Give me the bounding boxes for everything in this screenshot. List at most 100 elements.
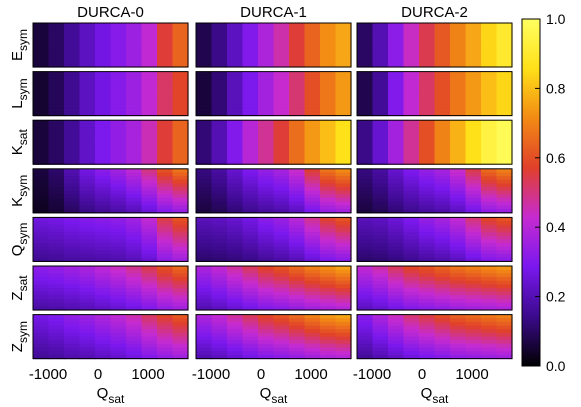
heatmap-cell — [372, 108, 389, 113]
heatmap-cell — [172, 37, 189, 42]
heatmap-cell — [289, 71, 306, 76]
heatmap-cell — [227, 86, 244, 91]
heatmap-cell — [320, 217, 337, 222]
panel-frame — [195, 168, 352, 214]
heatmap-cell — [335, 217, 352, 222]
heatmap-cell — [33, 228, 50, 233]
heatmap-cell — [357, 209, 374, 214]
heatmap-cell — [110, 257, 127, 262]
heatmap-cell — [211, 194, 228, 199]
heatmap-cell — [335, 142, 352, 147]
heatmap-cell — [196, 351, 213, 356]
heatmap-cell — [481, 347, 498, 352]
heatmap-cell — [320, 26, 337, 31]
heatmap-cell — [79, 78, 96, 84]
heatmap-cell — [95, 221, 112, 226]
heatmap-cell — [273, 224, 290, 229]
heatmap-cell — [481, 254, 498, 259]
heatmap-cell — [335, 37, 352, 42]
heatmap-cell — [496, 131, 513, 136]
heatmap-cell — [157, 205, 174, 210]
heatmap-cell — [95, 26, 112, 31]
heatmap-cell — [48, 295, 65, 300]
heatmap-cell — [141, 41, 158, 46]
heatmap-cell — [126, 329, 143, 334]
heatmap-cell — [450, 78, 467, 84]
panel-durca-1-zsat — [195, 265, 352, 311]
heatmap-cell — [388, 131, 405, 136]
heatmap-cell — [141, 232, 158, 237]
heatmap-cell — [320, 23, 337, 28]
heatmap-cell — [227, 325, 244, 330]
heatmap-cell — [126, 246, 143, 251]
heatmap-cell — [320, 149, 337, 154]
heatmap-cell — [141, 288, 158, 293]
heatmap-cell — [126, 179, 143, 185]
heatmap-cell — [335, 321, 352, 327]
heatmap-cell — [481, 183, 498, 188]
heatmap-cell — [419, 120, 436, 125]
heatmap-cell — [196, 325, 213, 330]
heatmap-cell — [388, 201, 405, 207]
heatmap-cell — [33, 325, 50, 330]
heatmap-cell — [496, 343, 513, 349]
heatmap-cell — [110, 332, 127, 338]
heatmap-cell — [48, 266, 65, 271]
heatmap-cell — [419, 257, 436, 262]
x-tick-label: -1000 — [353, 366, 391, 383]
heatmap-cell — [157, 71, 174, 76]
heatmap-cell — [33, 209, 50, 214]
heatmap-cell — [450, 201, 467, 207]
heatmap-cell — [227, 45, 244, 50]
heatmap-cell — [64, 131, 81, 136]
heatmap-cell — [403, 179, 420, 185]
heatmap-cell — [33, 277, 50, 282]
heatmap-cell — [196, 243, 213, 248]
heatmap-cell — [141, 23, 158, 28]
heatmap-cell — [450, 108, 467, 113]
heatmap-cell — [126, 277, 143, 282]
heatmap-cell — [157, 288, 174, 293]
heatmap-cell — [79, 217, 96, 222]
heatmap-cell — [273, 187, 290, 192]
heatmap-cell — [450, 284, 467, 289]
heatmap-cell — [496, 75, 513, 80]
heatmap-cell — [320, 142, 337, 147]
heatmap-cell — [465, 23, 482, 28]
heatmap-cell — [227, 123, 244, 129]
heatmap-cell — [450, 269, 467, 274]
heatmap-cell — [335, 325, 352, 330]
heatmap-cell — [465, 183, 482, 188]
heatmap-cell — [403, 190, 420, 196]
heatmap-cell — [289, 340, 306, 345]
heatmap-cell — [481, 52, 498, 57]
heatmap-cell — [419, 354, 436, 360]
heatmap-cell — [95, 284, 112, 289]
heatmap-cell — [110, 221, 127, 226]
heatmap-cell — [211, 254, 228, 259]
heatmap-cell — [481, 59, 498, 64]
heatmap-cell — [95, 30, 112, 35]
heatmap-cell — [496, 45, 513, 50]
heatmap-cell — [110, 336, 127, 341]
heatmap-cell — [110, 306, 127, 311]
heatmap-cell — [320, 288, 337, 293]
heatmap-cell — [157, 336, 174, 341]
heatmap-cell — [481, 111, 498, 117]
panel-durca-2-ksym — [356, 168, 513, 214]
heatmap-cell — [419, 26, 436, 31]
heatmap-cell — [434, 250, 451, 255]
heatmap-cell — [434, 347, 451, 352]
heatmap-cell — [211, 257, 228, 262]
heatmap-cell — [64, 239, 81, 244]
heatmap-cell — [242, 277, 259, 282]
heatmap-cell — [110, 142, 127, 147]
heatmap-cell — [320, 34, 337, 39]
heatmap-cell — [258, 138, 275, 143]
heatmap-cell — [419, 82, 436, 87]
heatmap-cell — [141, 156, 158, 162]
heatmap-cell — [450, 75, 467, 80]
heatmap-cell — [227, 56, 244, 61]
heatmap-cell — [211, 246, 228, 251]
